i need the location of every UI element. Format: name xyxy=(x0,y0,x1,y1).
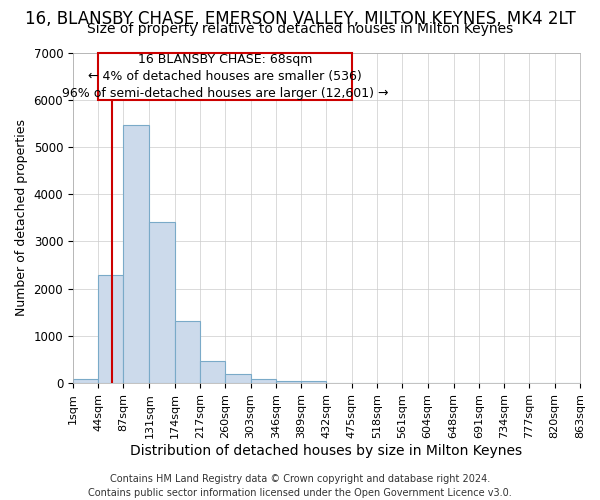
Bar xyxy=(301,380,326,383)
X-axis label: Distribution of detached houses by size in Milton Keynes: Distribution of detached houses by size … xyxy=(130,444,523,458)
Bar xyxy=(149,222,175,383)
Bar xyxy=(73,380,98,383)
Text: 16, BLANSBY CHASE, EMERSON VALLEY, MILTON KEYNES, MK4 2LT: 16, BLANSBY CHASE, EMERSON VALLEY, MILTO… xyxy=(25,10,575,28)
Bar xyxy=(98,276,124,383)
Text: Size of property relative to detached houses in Milton Keynes: Size of property relative to detached ho… xyxy=(87,22,513,36)
Bar xyxy=(175,321,200,383)
Bar xyxy=(200,362,225,383)
Y-axis label: Number of detached properties: Number of detached properties xyxy=(15,120,28,316)
FancyBboxPatch shape xyxy=(98,52,352,100)
Bar xyxy=(276,380,301,383)
Bar xyxy=(124,125,149,383)
Bar xyxy=(251,379,276,383)
Bar xyxy=(225,374,251,383)
Text: 16 BLANSBY CHASE: 68sqm
← 4% of detached houses are smaller (536)
96% of semi-de: 16 BLANSBY CHASE: 68sqm ← 4% of detached… xyxy=(62,53,388,100)
Text: Contains HM Land Registry data © Crown copyright and database right 2024.
Contai: Contains HM Land Registry data © Crown c… xyxy=(88,474,512,498)
